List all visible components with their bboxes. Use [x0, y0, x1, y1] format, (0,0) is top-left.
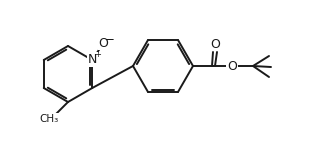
Text: O: O: [211, 38, 220, 51]
Text: O: O: [98, 36, 108, 49]
Text: +: +: [94, 50, 101, 59]
Text: −: −: [104, 32, 114, 45]
Text: N: N: [88, 53, 97, 66]
Text: CH₃: CH₃: [39, 114, 59, 124]
Text: O: O: [227, 59, 237, 73]
